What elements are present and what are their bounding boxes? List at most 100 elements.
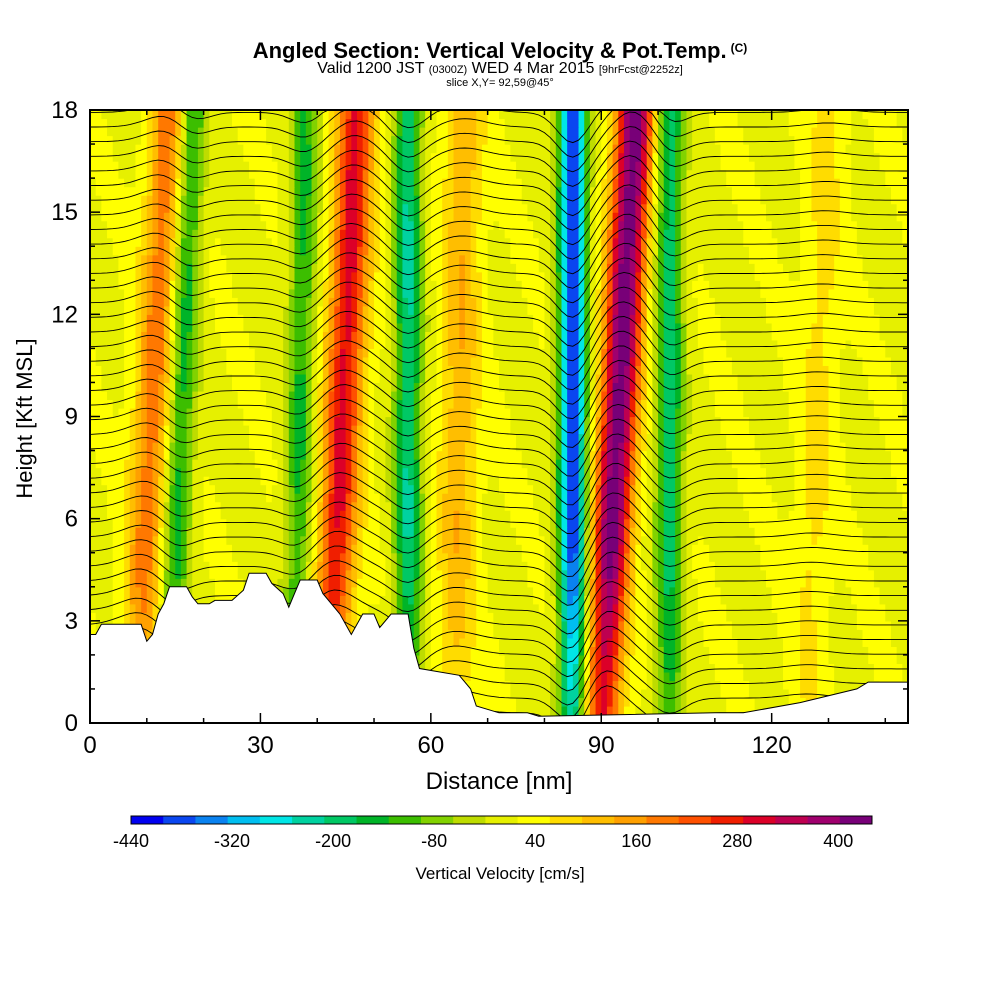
field-cell — [499, 603, 506, 613]
field-cell — [601, 646, 608, 656]
field-cell — [396, 459, 404, 469]
field-cell — [851, 637, 858, 647]
field-cell — [419, 595, 426, 605]
field-cell — [839, 654, 847, 665]
field-cell — [868, 433, 875, 443]
field-cell — [152, 612, 159, 622]
field-cell — [828, 459, 835, 469]
field-cell — [481, 552, 489, 562]
field-cell — [197, 586, 205, 596]
field-cell — [743, 467, 750, 477]
field-cell — [328, 552, 335, 562]
field-cell — [232, 467, 239, 477]
field-cell — [873, 586, 881, 596]
field-cell — [527, 671, 534, 682]
field-cell — [731, 629, 739, 639]
field-cell — [726, 552, 733, 562]
field-cell — [538, 501, 546, 511]
field-cell — [203, 425, 210, 435]
field-cell — [862, 433, 869, 443]
field-cell — [442, 433, 449, 443]
field-cell — [737, 705, 744, 716]
field-cell — [783, 637, 790, 647]
field-cell — [442, 510, 449, 520]
field-cell — [817, 476, 824, 486]
field-cell — [334, 459, 341, 469]
field-cell — [294, 527, 301, 537]
field-cell — [663, 646, 671, 656]
field-cell — [834, 544, 841, 554]
field-cell — [811, 544, 818, 554]
field-cell — [124, 433, 131, 443]
field-cell — [595, 646, 602, 656]
field-cell — [555, 518, 563, 528]
field-cell — [606, 561, 614, 571]
field-cell — [845, 552, 852, 562]
field-cell — [192, 433, 199, 443]
field-cell — [834, 586, 841, 596]
field-cell — [675, 459, 682, 469]
field-cell — [589, 663, 597, 673]
field-cell — [527, 442, 534, 452]
field-cell — [300, 569, 307, 579]
field-cell — [544, 578, 551, 588]
field-cell — [567, 442, 574, 452]
field-cell — [374, 493, 381, 503]
field-cell — [442, 459, 449, 469]
field-cell — [697, 629, 705, 639]
field-cell — [675, 595, 682, 605]
field-cell — [555, 620, 563, 630]
field-cell — [413, 442, 421, 452]
field-cell — [158, 433, 165, 443]
field-cell — [680, 544, 688, 554]
field-cell — [533, 586, 540, 596]
field-cell — [493, 442, 500, 452]
field-cell — [277, 484, 284, 494]
field-cell — [356, 544, 364, 554]
field-cell — [328, 450, 335, 460]
field-cell — [572, 646, 580, 656]
field-cell — [487, 493, 494, 503]
field-cell — [391, 527, 398, 537]
field-cell — [146, 425, 154, 435]
field-cell — [510, 527, 517, 537]
field-cell — [856, 586, 864, 596]
field-cell — [300, 510, 307, 520]
field-cell — [697, 535, 705, 545]
field-cell — [663, 654, 671, 665]
field-cell — [487, 663, 494, 673]
field-cell — [504, 637, 511, 647]
field-cell — [658, 646, 665, 656]
field-cell — [714, 595, 722, 605]
field-cell — [890, 671, 898, 682]
field-cell — [271, 561, 279, 571]
field-cell — [260, 510, 267, 520]
field-cell — [425, 510, 432, 520]
field-cell — [391, 476, 398, 486]
field-cell — [595, 527, 602, 537]
field-cell — [277, 578, 284, 588]
field-cell — [152, 493, 159, 503]
field-cell — [845, 586, 852, 596]
field-cell — [499, 578, 506, 588]
field-cell — [567, 467, 574, 477]
field-cell — [203, 484, 210, 494]
field-cell — [544, 544, 551, 554]
field-cell — [731, 442, 739, 452]
field-cell — [868, 544, 875, 554]
field-cell — [692, 671, 699, 682]
field-cell — [555, 450, 563, 460]
field-cell — [879, 629, 886, 639]
field-cell — [788, 620, 795, 630]
field-cell — [896, 595, 903, 605]
field-cell — [658, 680, 665, 690]
field-cell — [271, 433, 279, 443]
field-cell — [567, 578, 574, 588]
field-cell — [243, 552, 250, 562]
field-cell — [714, 433, 722, 443]
field-cell — [379, 595, 386, 605]
field-cell — [669, 578, 676, 588]
field-cell — [765, 476, 773, 486]
field-cell — [771, 697, 778, 707]
field-cell — [817, 603, 824, 613]
